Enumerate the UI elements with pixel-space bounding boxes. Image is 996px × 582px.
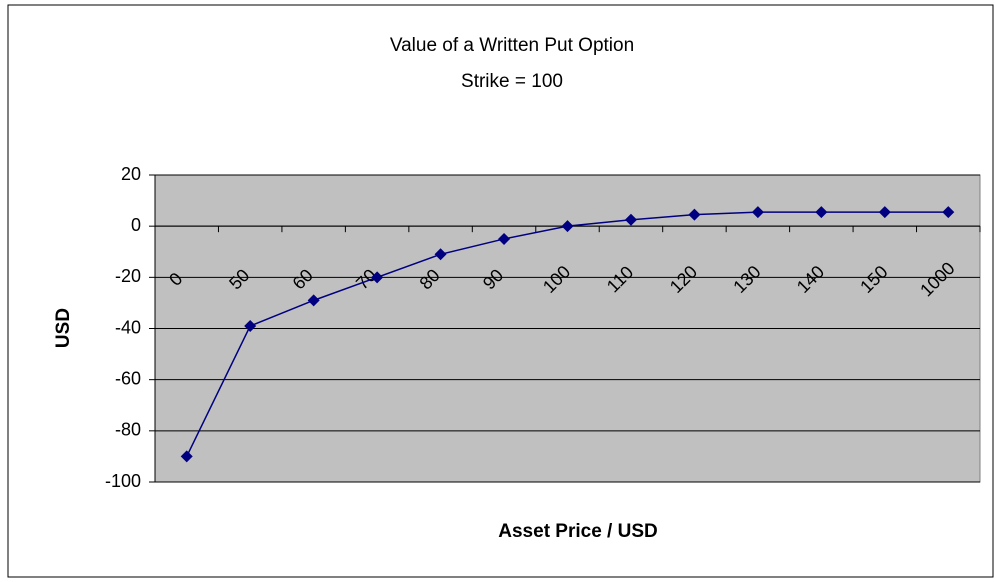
data-point [434, 248, 447, 261]
y-tick-label: -80 [115, 420, 141, 440]
data-point [307, 294, 320, 307]
data-point [561, 220, 574, 233]
data-point [751, 206, 764, 219]
data-point [815, 206, 828, 219]
x-axis-label: Asset Price / USD [498, 521, 657, 542]
y-tick-label: 20 [121, 164, 141, 184]
data-point [878, 206, 891, 219]
chart-title: Value of a Written Put Option [390, 35, 634, 56]
y-tick-label: -20 [115, 266, 141, 286]
chart-subtitle: Strike = 100 [461, 71, 563, 92]
data-point [371, 271, 384, 284]
y-tick-label: -100 [105, 471, 141, 491]
y-axis-label: USD [53, 308, 74, 348]
y-tick-label: -40 [115, 317, 141, 337]
data-point [498, 232, 511, 245]
data-point [180, 450, 193, 463]
data-point [624, 213, 637, 226]
data-point [688, 208, 701, 221]
data-point [244, 319, 257, 332]
y-tick-label: 0 [131, 215, 141, 235]
data-point [942, 206, 955, 219]
y-tick-label: -60 [115, 368, 141, 388]
